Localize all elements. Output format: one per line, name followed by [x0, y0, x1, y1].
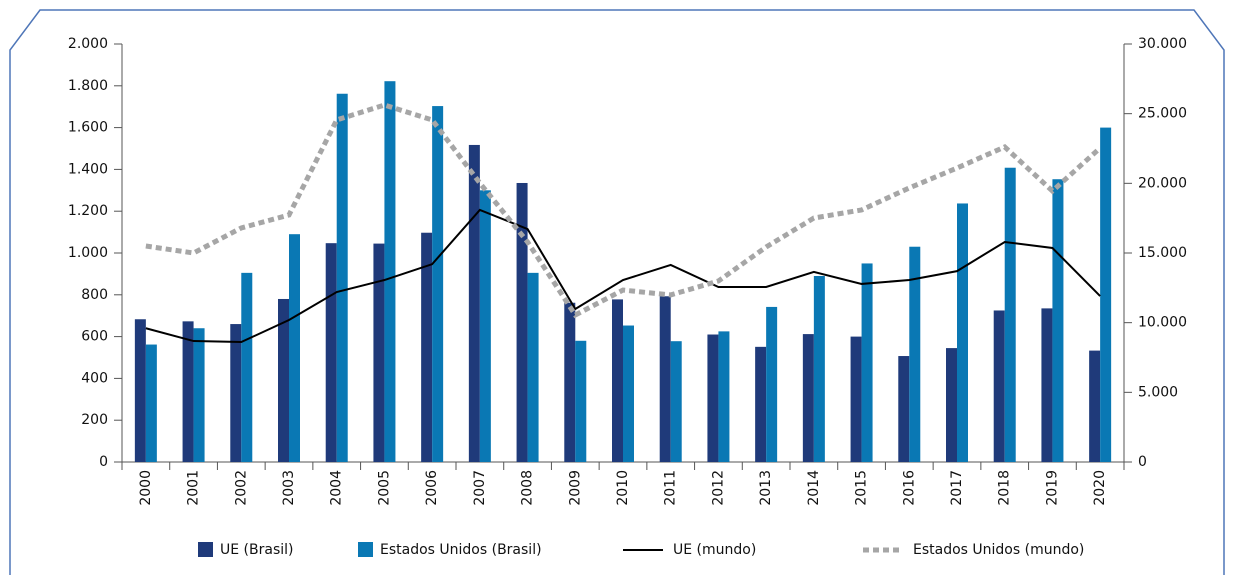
y2-tick-label: 10.000: [1138, 315, 1187, 331]
legend-label: Estados Unidos (Brasil): [380, 542, 542, 558]
bar: [1052, 179, 1064, 462]
bar: [384, 81, 396, 463]
dashed-line: [145, 102, 1102, 319]
x-tick-label: 2005: [376, 470, 392, 506]
bar: [623, 325, 634, 462]
bar: [766, 306, 778, 462]
y-tick-label: 800: [81, 287, 108, 303]
x-tick-label: 2011: [663, 470, 679, 506]
bar: [134, 319, 146, 462]
bar: [670, 341, 682, 462]
y-tick-label: 2.000: [68, 36, 108, 52]
bar: [193, 328, 205, 462]
bar: [813, 275, 825, 462]
x-tick-label: 2020: [1092, 470, 1108, 506]
bar: [373, 243, 385, 462]
bar: [479, 190, 491, 463]
x-tick-label: 2000: [138, 470, 154, 506]
x-tick-label: 2006: [424, 470, 440, 506]
x-tick-label: 2008: [520, 470, 536, 506]
frame: [9, 9, 1225, 575]
bar: [612, 299, 623, 462]
line: [145, 208, 1101, 344]
bar: [993, 310, 1005, 462]
bar: [707, 334, 719, 462]
x-tick-label: 2014: [806, 470, 822, 506]
legend-swatch: [198, 542, 213, 557]
bar: [802, 334, 814, 462]
x-tick-label: 2018: [997, 470, 1013, 506]
bar: [659, 296, 671, 462]
bar: [850, 336, 862, 462]
bar: [1100, 127, 1112, 462]
bar: [421, 232, 433, 462]
x-tick-label: 2012: [710, 470, 726, 506]
y-tick-label: 1.200: [68, 203, 108, 219]
y2-tick-label: 20.000: [1138, 175, 1187, 191]
x-tick-label: 2004: [329, 470, 345, 506]
bar: [1089, 350, 1101, 462]
bar: [336, 93, 348, 462]
bar: [1041, 308, 1053, 462]
bar: [946, 348, 957, 462]
y2-tick-label: 5.000: [1138, 384, 1178, 400]
x-tick-label: 2010: [615, 470, 631, 506]
x-tick-label: 2003: [281, 470, 297, 506]
x-tick-label: 2016: [901, 470, 917, 506]
bar: [516, 182, 528, 463]
y-tick-label: 400: [81, 370, 108, 386]
legend-label: UE (mundo): [673, 542, 756, 558]
bar: [145, 344, 157, 462]
bar: [718, 331, 730, 462]
bar: [278, 298, 289, 462]
y2-tick-label: 25.000: [1138, 106, 1187, 122]
y-tick-label: 1.400: [68, 161, 108, 177]
legend-label: Estados Unidos (mundo): [913, 542, 1084, 558]
x-tick-label: 2002: [233, 470, 249, 506]
bar: [909, 246, 921, 462]
bar: [325, 243, 337, 462]
bar: [575, 340, 587, 462]
x-tick-label: 2001: [186, 470, 202, 506]
x-tick-label: 2007: [472, 470, 488, 506]
y-tick-label: 600: [81, 329, 108, 345]
y-tick-label: 200: [81, 412, 108, 428]
bar: [527, 272, 539, 462]
x-tick-label: 2019: [1044, 470, 1060, 506]
x-tick-label: 2009: [567, 470, 583, 506]
y2-tick-label: 30.000: [1138, 36, 1187, 52]
bar: [564, 302, 576, 462]
bar: [182, 321, 194, 462]
bar: [755, 346, 767, 462]
bar: [230, 324, 242, 462]
y2-tick-label: 15.000: [1138, 245, 1187, 261]
y-tick-label: 0: [99, 454, 108, 470]
y-tick-label: 1.800: [68, 78, 108, 94]
bar: [898, 356, 910, 462]
bar: [1004, 167, 1016, 462]
bar: [241, 272, 253, 462]
y2-tick-label: 0: [1138, 454, 1147, 470]
y-tick-label: 1.600: [68, 120, 108, 136]
x-tick-label: 2013: [758, 470, 774, 506]
bar: [468, 144, 480, 462]
bar: [289, 234, 300, 462]
legend-label: UE (Brasil): [220, 542, 293, 558]
x-tick-label: 2015: [854, 470, 870, 506]
bar: [861, 263, 873, 462]
x-tick-label: 2017: [949, 470, 965, 506]
bar: [432, 106, 444, 462]
legend-swatch: [358, 542, 373, 557]
y-tick-label: 1.000: [68, 245, 108, 261]
bar: [957, 203, 968, 463]
